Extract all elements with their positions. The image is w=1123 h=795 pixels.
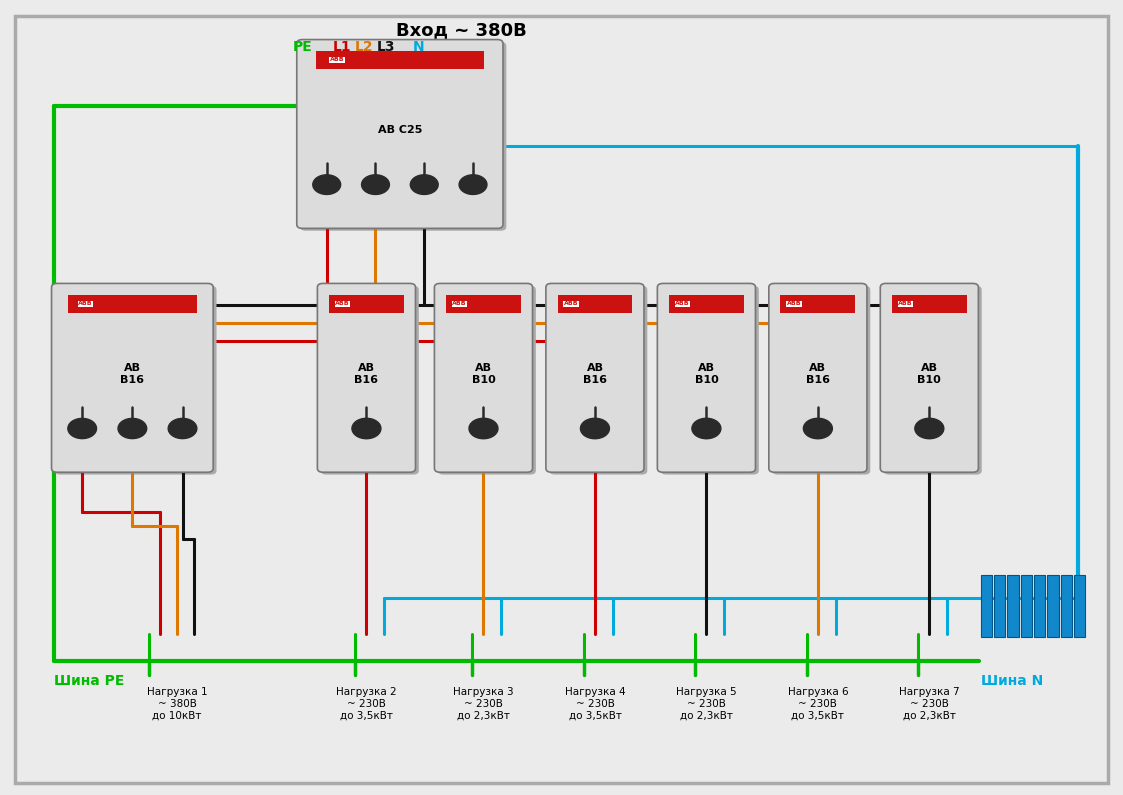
Text: АВ
В10: АВ В10: [472, 363, 495, 385]
Text: АВ
В16: АВ В16: [355, 363, 378, 385]
Bar: [329, 295, 404, 312]
Text: Нагрузка 3
~ 230В
до 2,3кВт: Нагрузка 3 ~ 230В до 2,3кВт: [454, 687, 514, 720]
Text: ABB: ABB: [898, 301, 913, 306]
Text: Нагрузка 6
~ 230В
до 3,5кВт: Нагрузка 6 ~ 230В до 3,5кВт: [787, 687, 848, 720]
FancyBboxPatch shape: [880, 284, 978, 472]
Circle shape: [351, 418, 381, 439]
Text: ABB: ABB: [79, 301, 93, 306]
Text: PE: PE: [293, 40, 313, 54]
FancyBboxPatch shape: [318, 284, 416, 472]
Bar: [1048, 575, 1059, 638]
FancyBboxPatch shape: [321, 285, 419, 475]
Text: Нагрузка 1
~ 380В
до 10кВт: Нагрузка 1 ~ 380В до 10кВт: [147, 687, 208, 720]
FancyBboxPatch shape: [435, 284, 532, 472]
Circle shape: [803, 418, 832, 439]
Text: N: N: [413, 40, 424, 54]
FancyBboxPatch shape: [546, 284, 643, 472]
FancyBboxPatch shape: [884, 285, 982, 475]
Text: ABB: ABB: [330, 57, 345, 62]
Circle shape: [313, 175, 340, 195]
Text: ABB: ABB: [564, 301, 578, 306]
Circle shape: [168, 418, 197, 439]
FancyBboxPatch shape: [438, 285, 536, 475]
Text: L3: L3: [377, 40, 395, 54]
Text: ABB: ABB: [786, 301, 801, 306]
Bar: [994, 575, 1005, 638]
Bar: [1061, 575, 1072, 638]
Text: Вход ~ 380В: Вход ~ 380В: [395, 21, 527, 40]
Bar: [1021, 575, 1032, 638]
Bar: [980, 575, 992, 638]
Text: ABB: ABB: [335, 301, 349, 306]
FancyBboxPatch shape: [296, 40, 503, 228]
Bar: [892, 295, 967, 312]
Circle shape: [469, 418, 497, 439]
FancyBboxPatch shape: [549, 285, 647, 475]
Text: L1: L1: [332, 40, 351, 54]
Text: АВ
В10: АВ В10: [917, 363, 941, 385]
FancyBboxPatch shape: [660, 285, 759, 475]
Bar: [316, 51, 484, 69]
Text: Шина PE: Шина PE: [54, 674, 125, 688]
Bar: [557, 295, 632, 312]
Circle shape: [410, 175, 438, 195]
Text: АВ
В10: АВ В10: [694, 363, 719, 385]
Circle shape: [67, 418, 97, 439]
FancyBboxPatch shape: [773, 285, 870, 475]
Circle shape: [362, 175, 390, 195]
Bar: [1034, 575, 1046, 638]
Bar: [1075, 575, 1086, 638]
Text: ABB: ABB: [453, 301, 467, 306]
Bar: [669, 295, 743, 312]
Circle shape: [581, 418, 610, 439]
Circle shape: [459, 175, 487, 195]
Text: Нагрузка 4
~ 230В
до 3,5кВт: Нагрузка 4 ~ 230В до 3,5кВт: [565, 687, 626, 720]
FancyBboxPatch shape: [52, 284, 213, 472]
FancyBboxPatch shape: [769, 284, 867, 472]
Text: АВ
В16: АВ В16: [120, 363, 145, 385]
Text: Нагрузка 5
~ 230В
до 2,3кВт: Нагрузка 5 ~ 230В до 2,3кВт: [676, 687, 737, 720]
Bar: [446, 295, 521, 312]
Bar: [1007, 575, 1019, 638]
FancyBboxPatch shape: [55, 285, 217, 475]
Circle shape: [692, 418, 721, 439]
Text: АВ С25: АВ С25: [377, 126, 422, 135]
Circle shape: [915, 418, 943, 439]
Text: АВ
В16: АВ В16: [806, 363, 830, 385]
Circle shape: [118, 418, 147, 439]
Bar: [780, 295, 856, 312]
Bar: [67, 295, 197, 312]
Text: L2: L2: [355, 40, 374, 54]
Text: ABB: ABB: [675, 301, 690, 306]
FancyBboxPatch shape: [657, 284, 756, 472]
FancyBboxPatch shape: [300, 42, 506, 231]
Text: Нагрузка 7
~ 230В
до 2,3кВт: Нагрузка 7 ~ 230В до 2,3кВт: [900, 687, 960, 720]
Text: Шина N: Шина N: [980, 674, 1043, 688]
Text: АВ
В16: АВ В16: [583, 363, 606, 385]
Text: Нагрузка 2
~ 230В
до 3,5кВт: Нагрузка 2 ~ 230В до 3,5кВт: [336, 687, 396, 720]
